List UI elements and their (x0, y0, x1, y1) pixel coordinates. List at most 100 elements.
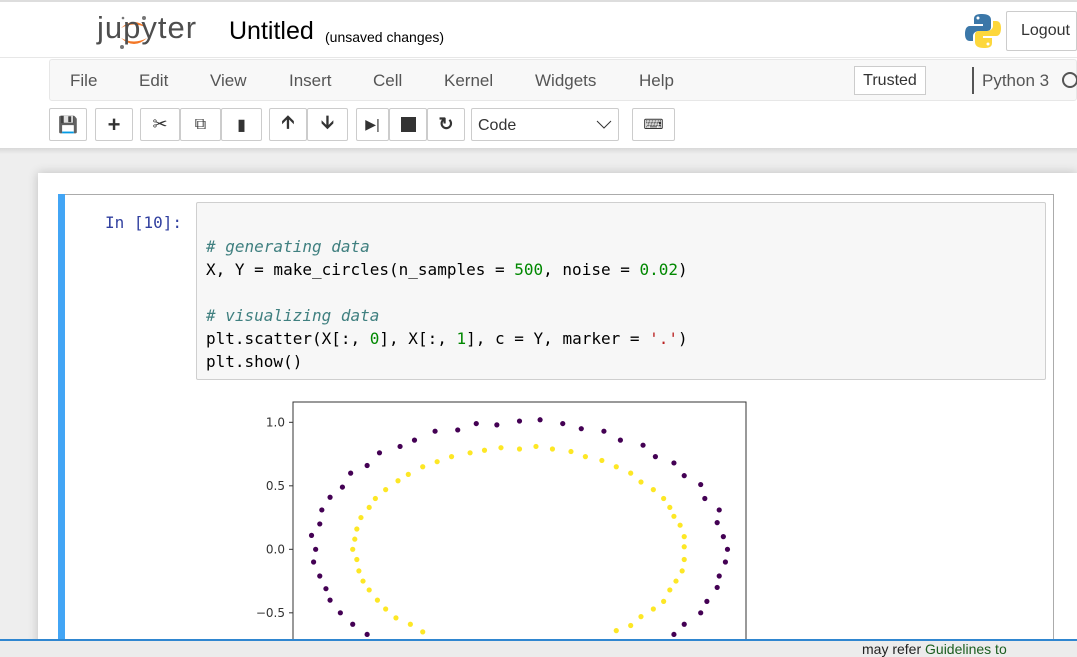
data-point-class-1 (393, 615, 399, 621)
logout-button[interactable]: Logout (1006, 11, 1077, 51)
keyboard-icon: ⌨ (643, 116, 664, 132)
code-token: 0 (369, 329, 380, 348)
y-tick-label: 0.5 (266, 479, 285, 493)
data-point-class-0 (327, 597, 333, 603)
chevron-down-icon (596, 120, 612, 129)
menu-view[interactable]: View (210, 71, 247, 90)
data-point-class-0 (308, 532, 315, 538)
data-point-class-0 (640, 442, 646, 448)
plus-icon: + (107, 111, 121, 137)
data-point-class-0 (601, 428, 607, 434)
header-shadow (0, 148, 1077, 154)
data-point-class-0 (337, 610, 343, 616)
data-point-class-0 (494, 422, 500, 428)
data-point-class-0 (698, 610, 704, 616)
cut-icon: ✂ (152, 114, 168, 134)
data-point-class-1 (661, 598, 667, 604)
data-point-class-0 (617, 437, 623, 443)
data-point-class-0 (317, 573, 323, 579)
move-up-button[interactable]: 🡩 (269, 108, 307, 141)
data-point-class-1 (677, 522, 683, 528)
header-divider (0, 57, 1077, 58)
code-token: ) (678, 329, 688, 348)
data-point-class-1 (383, 606, 389, 612)
notebook-title[interactable]: Untitled (229, 17, 314, 45)
restart-button[interactable]: ↻ (427, 108, 465, 141)
code-token: , noise = (543, 260, 640, 279)
data-point-class-1 (374, 597, 381, 603)
data-point-class-0 (339, 484, 346, 490)
data-point-class-1 (638, 614, 644, 620)
background-window: may refer Guidelines to (0, 639, 1077, 657)
data-point-class-0 (652, 454, 658, 460)
menu-edit[interactable]: Edit (139, 71, 169, 90)
code-line: # generating data (206, 235, 1045, 258)
data-point-class-0 (516, 418, 523, 424)
data-point-class-0 (313, 546, 319, 552)
arrow-down-icon: 🡫 (321, 111, 334, 132)
data-point-class-1 (613, 464, 619, 470)
background-link[interactable]: Guidelines to (925, 641, 1007, 657)
cell-type-value: Code (478, 117, 517, 134)
run-button[interactable]: ▶| (356, 108, 389, 141)
data-point-class-0 (364, 631, 370, 638)
data-point-class-1 (448, 454, 455, 460)
data-point-class-1 (568, 448, 574, 455)
data-point-class-1 (420, 464, 426, 470)
cut-button[interactable]: ✂ (140, 108, 180, 141)
data-point-class-0 (323, 586, 329, 592)
data-point-class-0 (681, 621, 687, 627)
data-point-class-1 (582, 454, 588, 460)
code-line: plt.show() (206, 350, 1045, 373)
code-token: 500 (514, 260, 544, 279)
paste-button[interactable]: ▮ (221, 108, 262, 141)
code-token: ], X[:, (379, 329, 457, 348)
data-point-class-0 (671, 631, 677, 638)
notebook-header: jupyter Untitled (unsaved changes) Logou… (0, 0, 1077, 148)
data-point-class-1 (366, 504, 372, 511)
step-forward-icon: ▶| (365, 116, 380, 132)
data-point-class-1 (613, 628, 619, 634)
data-point-class-1 (420, 629, 426, 635)
data-point-class-1 (354, 556, 360, 563)
data-point-class-0 (455, 427, 461, 433)
jupyter-logo-icon[interactable] (60, 12, 210, 52)
menu-cell[interactable]: Cell (373, 71, 403, 90)
cell-type-select[interactable]: Code (471, 108, 619, 141)
scatter-plot: 1.0 0.5 0.0 −0.5 (256, 401, 747, 639)
kernel-name[interactable]: Python 3 (982, 71, 1050, 90)
code-line: # visualizing data (206, 304, 1045, 327)
data-point-class-0 (722, 559, 729, 565)
data-point-class-1 (354, 526, 360, 532)
data-point-class-1 (434, 459, 440, 465)
plot-frame (292, 401, 747, 639)
move-down-button[interactable]: 🡫 (307, 108, 348, 141)
data-point-class-1 (395, 478, 401, 484)
menu-insert[interactable]: Insert (289, 71, 332, 90)
data-point-class-1 (356, 568, 362, 574)
code-token: ) (678, 260, 688, 279)
data-point-class-0 (716, 507, 722, 513)
code-editor[interactable]: # generating data X, Y = make_circles(n_s… (196, 202, 1046, 380)
python-logo-icon (965, 14, 1001, 48)
code-token: plt.show() (206, 352, 303, 371)
data-point-class-0 (671, 460, 677, 466)
save-icon: 💾 (58, 116, 78, 134)
data-point-class-0 (698, 481, 704, 488)
data-point-class-1 (467, 450, 473, 456)
insert-cell-button[interactable]: + (95, 108, 133, 141)
data-point-class-1 (352, 536, 358, 542)
menu-kernel[interactable]: Kernel (444, 71, 494, 90)
data-point-class-0 (317, 521, 323, 527)
menu-file[interactable]: File (70, 71, 98, 90)
copy-button[interactable]: ⧉ (180, 108, 221, 141)
menu-help[interactable]: Help (639, 71, 674, 90)
data-point-class-0 (578, 426, 584, 432)
code-token: 0.02 (639, 260, 679, 279)
command-palette-button[interactable]: ⌨ (632, 108, 675, 141)
data-point-class-0 (432, 428, 438, 434)
menu-widgets[interactable]: Widgets (535, 71, 597, 90)
trusted-indicator[interactable]: Trusted (854, 66, 926, 95)
save-button[interactable]: 💾 (49, 108, 87, 141)
interrupt-button[interactable] (389, 108, 427, 141)
